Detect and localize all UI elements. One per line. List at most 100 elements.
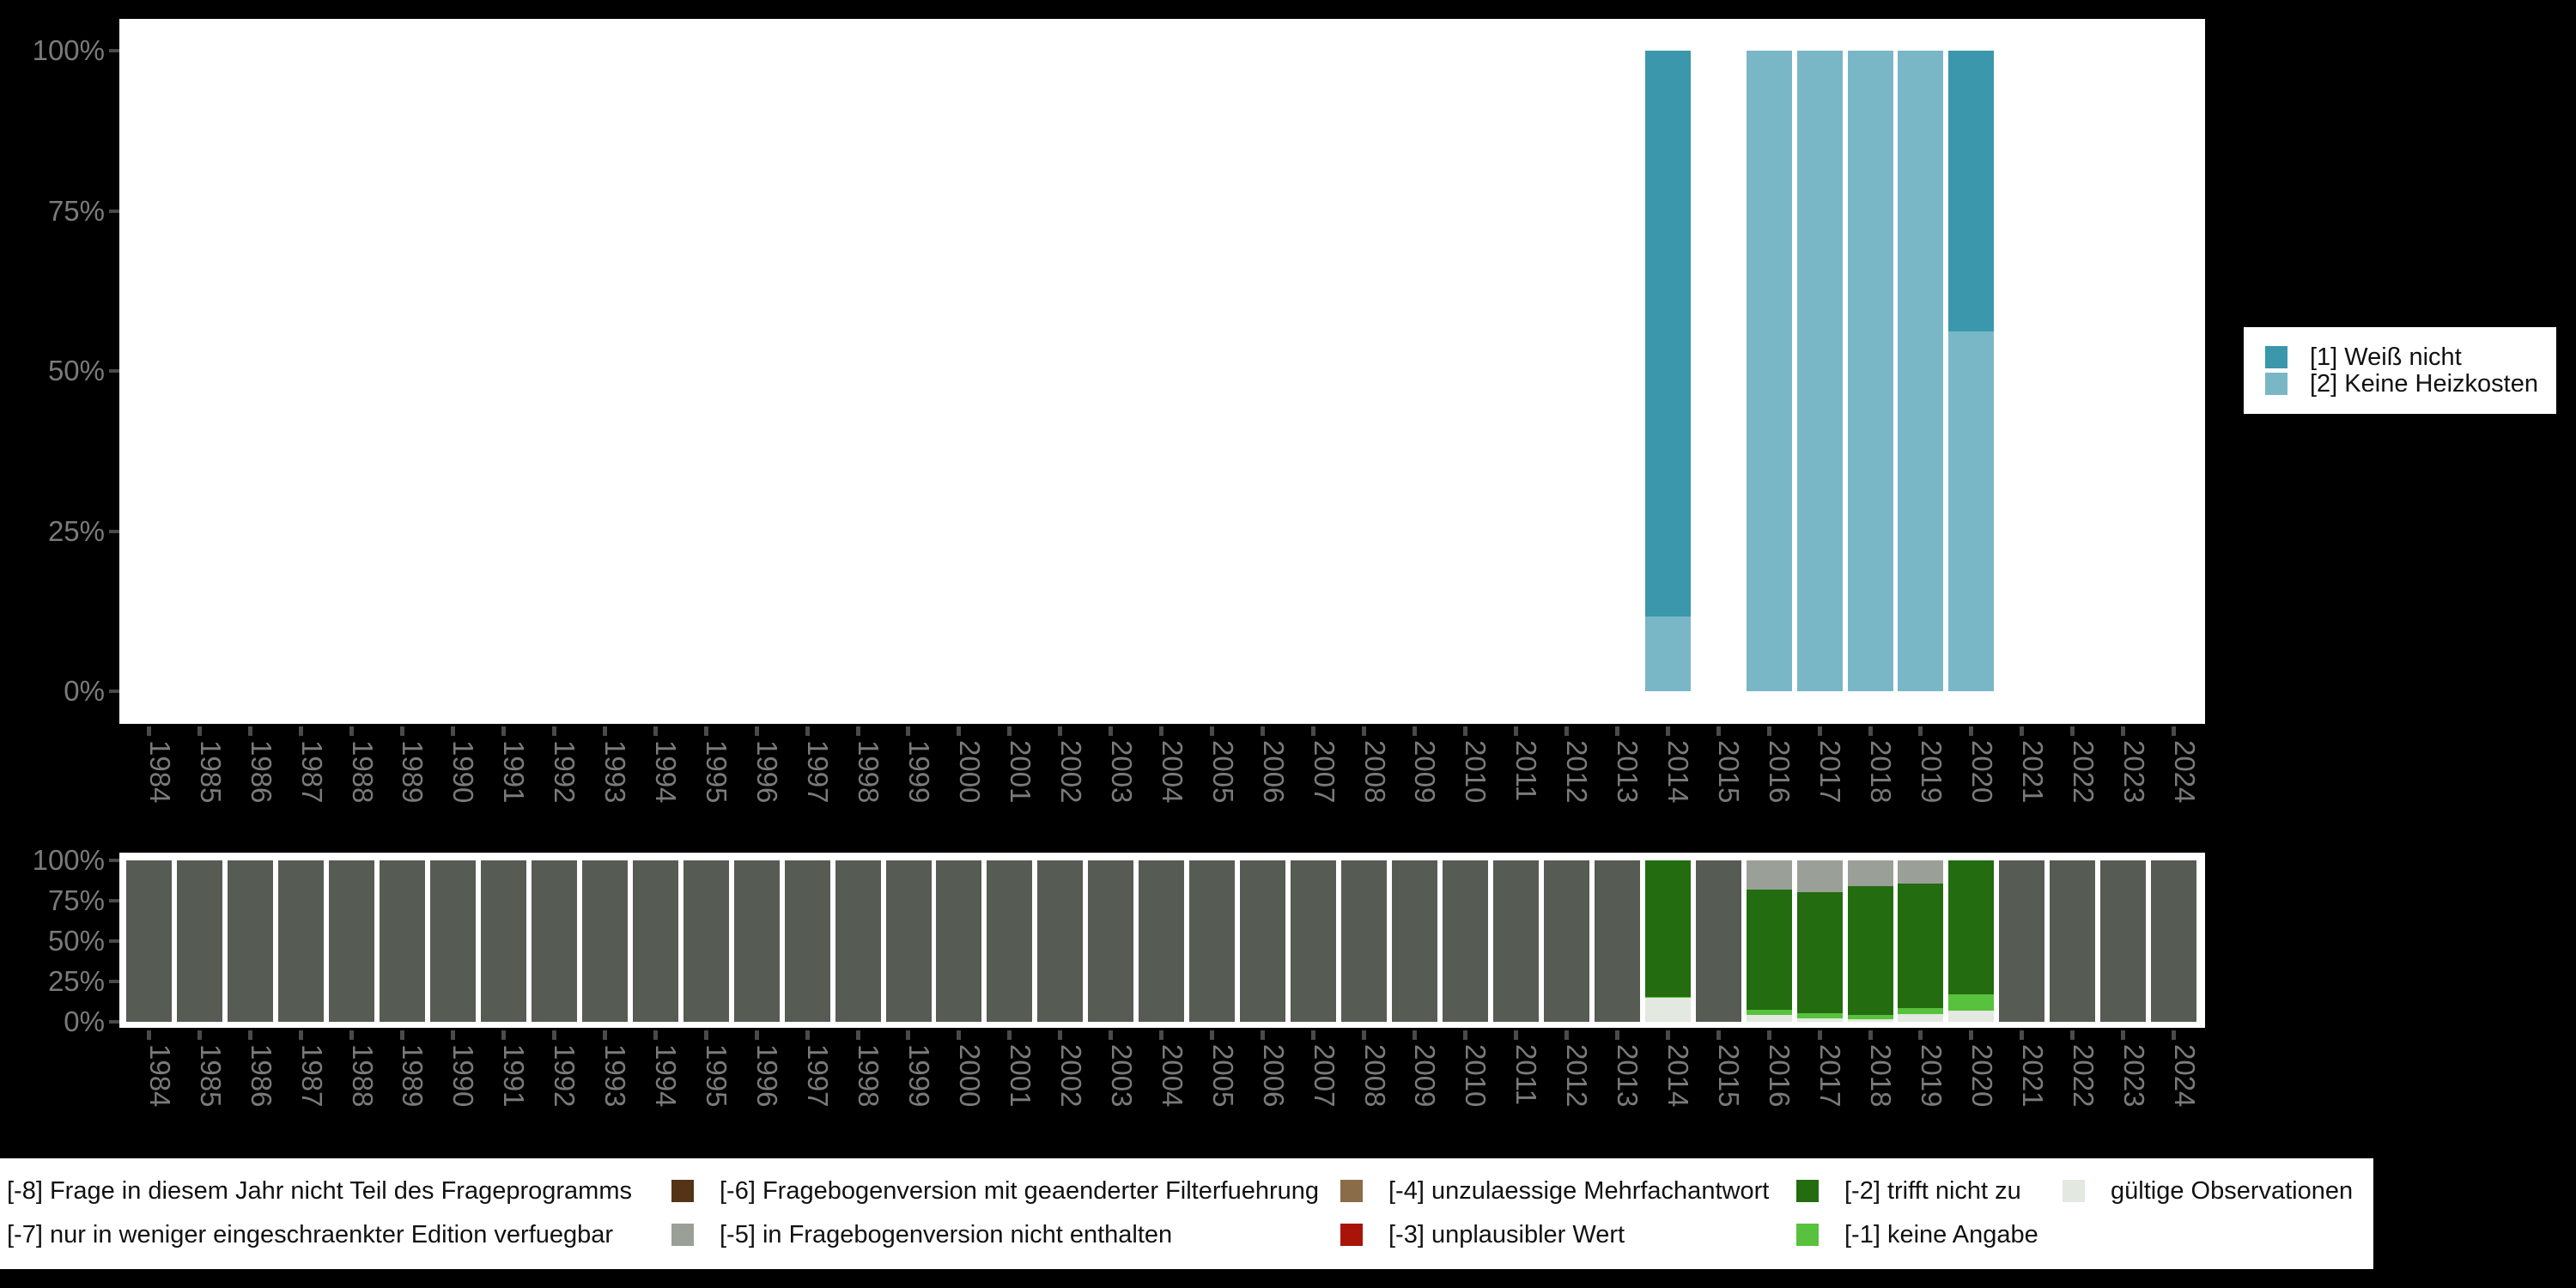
bar-segment-2003-minus8	[1088, 860, 1134, 1022]
x-axis-tick	[1665, 726, 1670, 736]
x-axis-tick-label: 1990	[447, 740, 480, 804]
x-axis-tick	[551, 1030, 556, 1040]
bar-segment-2018-valid	[1847, 1018, 1893, 1022]
x-axis-tick-label: 2008	[1358, 740, 1391, 804]
bar-segment-2014-minus1	[1644, 996, 1691, 999]
x-axis-tick-label: 1984	[143, 1044, 176, 1108]
y-axis-tick	[109, 859, 119, 862]
x-axis-tick-label: 2000	[953, 740, 986, 804]
bar-segment-1992-minus8	[531, 860, 577, 1022]
x-axis-tick-label: 2023	[2117, 740, 2150, 804]
x-axis-tick	[1513, 726, 1518, 736]
bar-segment-2012-minus8	[1543, 860, 1589, 1022]
bar-segment-2016-minus1	[1746, 1009, 1792, 1016]
x-axis-tick-label: 1986	[245, 1044, 277, 1108]
legend-label-minus6: [-6] Fragebogenversion mit geaenderter F…	[720, 1177, 1319, 1205]
bar-segment-2001-minus8	[987, 860, 1033, 1022]
x-axis-tick	[1058, 726, 1063, 736]
x-axis-tick-label: 1984	[143, 740, 176, 804]
legend-swatch-keine-heizkosten-icon	[2265, 373, 2287, 395]
x-axis-tick-label: 2013	[1612, 740, 1644, 804]
x-axis-tick	[1007, 1030, 1012, 1040]
bar-segment-1991-minus8	[480, 860, 526, 1022]
x-axis-tick	[1412, 1030, 1417, 1040]
y-axis-tick	[109, 980, 119, 983]
x-axis-tick	[1109, 1030, 1114, 1040]
bar-segment-2004-minus8	[1139, 860, 1185, 1022]
bar-segment-1995-minus8	[683, 860, 729, 1022]
bar-segment-2014-valid	[1644, 998, 1691, 1022]
y-axis-tick	[109, 369, 119, 373]
x-axis-tick-label: 1992	[549, 740, 581, 804]
bar-segment-2022-minus8	[2050, 860, 2096, 1022]
x-axis-tick-label: 2023	[2117, 1044, 2150, 1108]
x-axis-tick-label: 2009	[1409, 740, 1442, 804]
bar-segment-1997-minus8	[784, 860, 830, 1022]
x-axis-tick	[1766, 1030, 1771, 1040]
x-axis-tick-label: 2014	[1662, 740, 1695, 804]
x-axis-tick	[2121, 726, 2126, 736]
x-axis-tick	[1766, 726, 1771, 736]
x-axis-tick-label: 2002	[1054, 740, 1087, 804]
x-axis-tick-label: 2004	[1156, 740, 1188, 804]
bar-segment-1985-minus8	[177, 860, 223, 1022]
x-axis-tick	[1261, 1030, 1266, 1040]
bar-segment-2005-minus8	[1189, 860, 1236, 1022]
bar-segment-2002-minus8	[1037, 860, 1084, 1022]
x-axis-tick	[399, 1030, 404, 1040]
x-axis-tick-label: 1986	[245, 740, 277, 804]
y-axis-tick-label: 100%	[32, 844, 105, 876]
x-axis-tick	[2070, 1030, 2075, 1040]
y-axis-tick-label: 75%	[47, 884, 105, 916]
x-axis-tick-label: 1995	[701, 740, 733, 804]
x-axis-tick-label: 2014	[1662, 1044, 1695, 1108]
y-axis-tick	[109, 209, 119, 213]
x-axis-tick-label: 1997	[802, 740, 835, 804]
x-axis-tick-label: 2018	[1865, 1044, 1897, 1108]
x-axis-tick-label: 2017	[1814, 740, 1847, 804]
x-axis-tick	[906, 726, 911, 736]
x-axis-tick-label: 2024	[2168, 740, 2201, 804]
legend-key-minus1-icon	[1796, 1224, 1819, 1246]
x-axis-tick-label: 2019	[1915, 740, 1947, 804]
x-axis-tick	[1868, 1030, 1873, 1040]
x-axis-tick	[1109, 726, 1114, 736]
x-axis-tick	[805, 726, 810, 736]
x-axis-tick-label: 2001	[1004, 1044, 1036, 1108]
x-axis-tick	[1969, 1030, 1974, 1040]
x-axis-tick	[1159, 726, 1164, 736]
legend-label-weiss-nicht: [1] Weiß nicht	[2310, 343, 2462, 371]
x-axis-tick-label: 1989	[397, 740, 429, 804]
x-axis-tick	[197, 726, 203, 736]
x-axis-tick-label: 1988	[346, 1044, 379, 1108]
bar-segment-2015-minus8	[1695, 860, 1741, 1022]
legend-key-minus3-icon	[1340, 1224, 1363, 1246]
bar-segment-1989-minus8	[379, 860, 425, 1022]
x-axis-tick-label: 2017	[1814, 1044, 1847, 1108]
bar-segment-2018-minus2	[1847, 886, 1893, 1015]
x-axis-tick-label: 2005	[1206, 740, 1239, 804]
x-axis-tick-label: 1987	[295, 740, 328, 804]
bar-segment-2010-minus8	[1442, 860, 1488, 1022]
x-axis-tick-label: 2016	[1764, 1044, 1796, 1108]
legend-key-minus5-icon	[671, 1224, 694, 1246]
legend-label-minus4: [-4] unzulaessige Mehrfachantwort	[1388, 1177, 1770, 1205]
bar-segment-2014-cat_weiss_nicht	[1644, 51, 1691, 617]
x-axis-tick-label: 2021	[2016, 1044, 2049, 1108]
x-axis-tick-label: 1998	[853, 740, 884, 804]
bar-segment-2019-valid	[1898, 1013, 1944, 1022]
legend-label-minus8: [-8] Frage in diesem Jahr nicht Teil des…	[7, 1177, 632, 1205]
bar-segment-1986-minus8	[228, 860, 274, 1022]
x-axis-tick	[1564, 1030, 1569, 1040]
x-axis-tick	[1210, 726, 1215, 736]
x-axis-tick-label: 2006	[1257, 1044, 1290, 1108]
x-axis-tick-label: 1999	[902, 1044, 935, 1108]
y-axis-tick-label: 100%	[32, 34, 105, 66]
y-axis-tick-label: 50%	[47, 925, 105, 957]
bar-segment-2020-cat_keine_heizkosten	[1948, 331, 1995, 691]
y-axis-tick	[109, 690, 119, 693]
bar-segment-2018-minus5	[1847, 860, 1893, 887]
x-axis-tick	[754, 726, 759, 736]
x-axis-tick-label: 1998	[853, 1044, 884, 1108]
y-axis-tick	[109, 529, 119, 533]
